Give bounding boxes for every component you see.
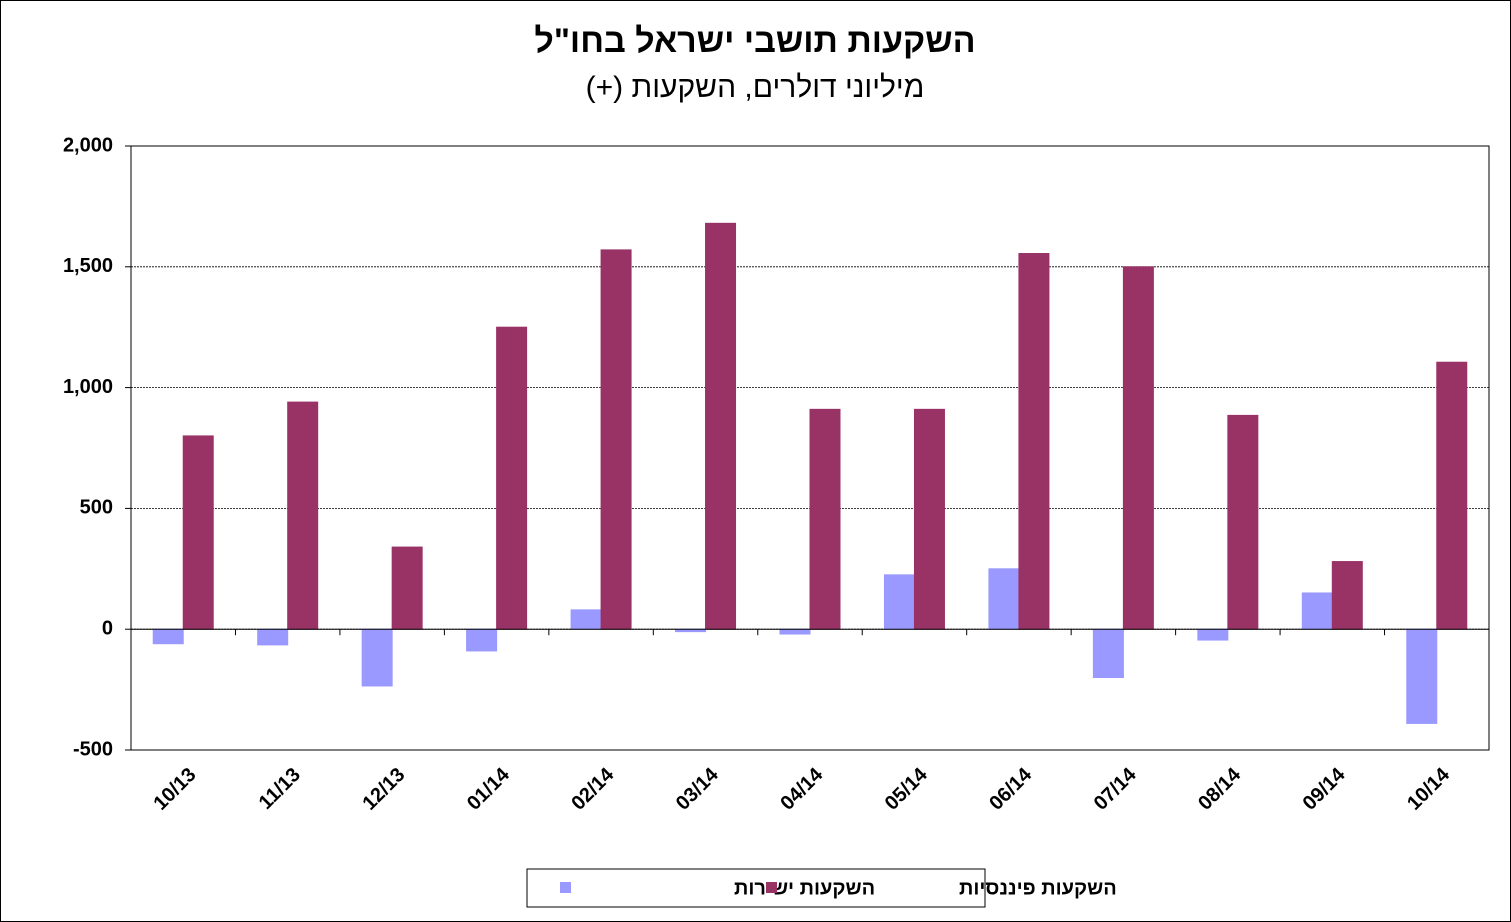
- bar: [1227, 414, 1259, 630]
- bar: [1197, 628, 1229, 641]
- bar: [988, 568, 1020, 630]
- bar: [883, 574, 915, 630]
- bar: [1406, 628, 1438, 724]
- bar: [1331, 561, 1363, 630]
- y-tick-label: 2,000: [63, 134, 113, 156]
- bar: [1018, 253, 1050, 630]
- y-tick-label: 0: [102, 617, 113, 639]
- y-tick-label: 500: [80, 497, 113, 519]
- bar: [361, 628, 393, 687]
- legend-label: השקעות פיננסיות: [959, 877, 1117, 899]
- bar: [391, 546, 423, 630]
- bar: [152, 628, 184, 645]
- bar: [1436, 361, 1468, 630]
- bar: [913, 408, 945, 630]
- chart-title: השקעות תושבי ישראל בחו"ל: [534, 22, 975, 60]
- bar: [257, 628, 289, 646]
- bar: [496, 326, 528, 630]
- bar: [570, 609, 602, 630]
- bar: [705, 222, 737, 630]
- y-tick-label: -500: [73, 738, 113, 760]
- bar: [600, 249, 632, 630]
- chart-subtitle: מיליוני דולרים, השקעות (+): [586, 71, 925, 104]
- bar: [779, 628, 811, 635]
- bar: [182, 435, 214, 630]
- bar: [466, 628, 498, 652]
- bar: [287, 401, 319, 630]
- legend-box: [526, 868, 986, 908]
- bar: [809, 408, 841, 630]
- legend-swatch: [766, 882, 777, 893]
- bar: [1122, 266, 1154, 630]
- legend-label: השקעות ישירות: [734, 877, 875, 899]
- legend-swatch: [560, 882, 571, 893]
- bar: [1092, 628, 1124, 679]
- bar: [1301, 592, 1333, 630]
- y-tick-label: 1,500: [63, 255, 113, 277]
- y-tick-label: 1,000: [63, 376, 113, 398]
